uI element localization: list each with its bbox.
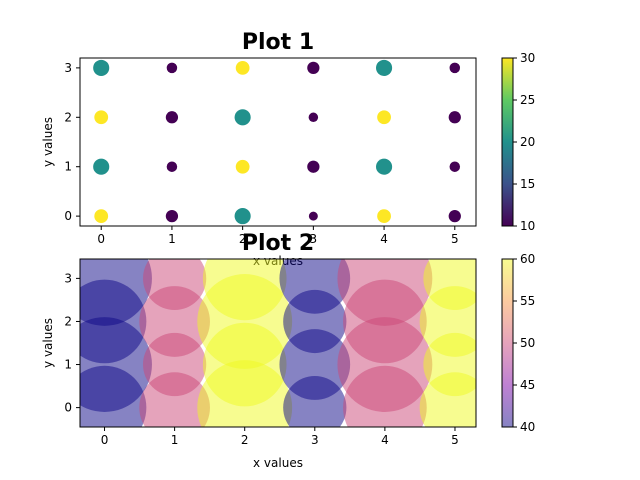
y-tick-label: 2 <box>64 314 72 328</box>
plot-1-points <box>93 59 461 225</box>
colorbar-tick-label: 55 <box>520 294 535 308</box>
x-tick-label: 3 <box>311 433 319 447</box>
x-tick-label: 4 <box>381 433 389 447</box>
scatter-point <box>94 209 109 224</box>
colorbar-tick-label: 25 <box>520 93 535 107</box>
scatter-point <box>307 160 320 173</box>
y-tick-label: 0 <box>64 209 72 223</box>
scatter-point <box>448 111 461 124</box>
scatter-point <box>80 259 152 326</box>
plot-1-y-axis-label: y values <box>41 117 55 167</box>
y-tick-label: 0 <box>64 401 72 415</box>
scatter-point <box>235 60 250 75</box>
x-tick-label: 1 <box>168 232 176 246</box>
y-tick-label: 2 <box>64 110 72 124</box>
x-tick-label: 2 <box>241 433 249 447</box>
colorbar-tick-label: 60 <box>520 252 535 266</box>
y-tick-label: 3 <box>64 61 72 75</box>
scatter-point <box>143 259 207 310</box>
colorbar-tick-label: 10 <box>520 219 535 233</box>
scatter-point <box>376 59 393 76</box>
scatter-point <box>235 159 250 174</box>
scatter-point <box>93 59 110 76</box>
colorbar-tick-label: 30 <box>520 51 535 65</box>
scatter-point <box>308 112 319 123</box>
scatter-point <box>377 110 391 125</box>
plot-2-y-ticks: 0 1 2 3 <box>64 271 80 415</box>
scatter-point <box>166 161 178 172</box>
scatter-point <box>166 62 178 74</box>
plot-1-colorbar-ticks: 10 15 20 25 30 <box>513 51 535 233</box>
scatter-point <box>307 61 320 75</box>
x-tick-label: 1 <box>171 433 179 447</box>
plot-2-title: Plot 2 <box>242 231 314 256</box>
plot-1-title: Plot 1 <box>242 30 314 55</box>
plot-2-colorbar-ticks: 40 45 50 55 60 <box>513 252 535 434</box>
plot-1-colorbar: 10 15 20 25 30 <box>501 51 535 233</box>
colorbar-tick-label: 40 <box>520 420 535 434</box>
plot-1-x-ticks: 0 1 2 3 4 5 <box>97 226 459 246</box>
plot-2-points <box>80 259 476 427</box>
y-tick-label: 1 <box>64 358 72 372</box>
scatter-point <box>234 109 251 126</box>
plot-1-axes-frame <box>79 57 477 227</box>
plot-2-colorbar: 40 45 50 55 60 <box>501 252 535 434</box>
x-tick-label: 5 <box>451 433 459 447</box>
scatter-point <box>93 158 110 175</box>
plot-2-axes-frame <box>79 258 477 428</box>
y-tick-label: 3 <box>64 271 72 285</box>
plot-1-y-ticks: 0 1 2 3 <box>64 61 80 223</box>
scatter-point <box>165 111 179 124</box>
scatter-point <box>94 110 109 125</box>
colorbar-tick-label: 15 <box>520 177 535 191</box>
scatter-point <box>337 259 433 326</box>
scatter-point <box>279 259 351 314</box>
colorbar-tick-label: 45 <box>520 378 535 392</box>
plot-2-x-axis-label: x values <box>253 456 303 470</box>
scatter-point <box>308 211 318 221</box>
x-tick-label: 3 <box>310 232 318 246</box>
x-tick-label: 5 <box>451 232 459 246</box>
y-tick-label: 1 <box>64 160 72 174</box>
x-tick-label: 2 <box>239 232 247 246</box>
colorbar-tick-label: 20 <box>520 135 535 149</box>
scatter-point <box>202 259 287 321</box>
plot-1-colorbar-gradient <box>502 58 513 226</box>
scatter-point <box>449 62 461 74</box>
scatter-point <box>377 209 391 224</box>
plot-2-y-axis-label: y values <box>41 318 55 368</box>
x-tick-label: 0 <box>97 232 105 246</box>
scatter-point <box>449 161 461 172</box>
scatter-point <box>376 158 393 175</box>
plot-2-colorbar-gradient <box>502 259 513 427</box>
colorbar-tick-label: 50 <box>520 336 535 350</box>
x-tick-label: 0 <box>101 433 109 447</box>
scatter-point <box>234 208 251 225</box>
scatter-point <box>448 209 461 223</box>
plot-2-x-ticks: 0 1 2 3 4 5 <box>101 427 459 447</box>
x-tick-label: 4 <box>380 232 388 246</box>
scatter-point <box>423 259 476 310</box>
scatter-point <box>165 209 179 223</box>
